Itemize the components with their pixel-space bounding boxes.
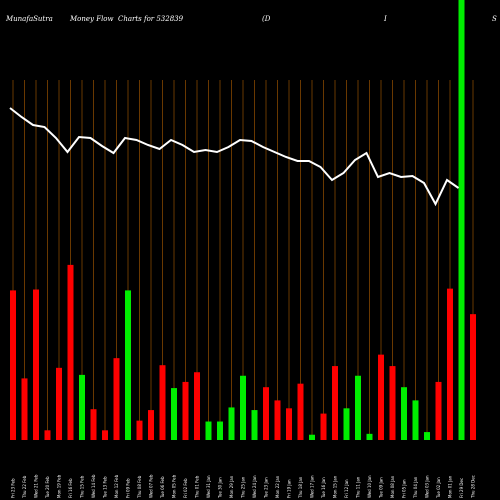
chart-heading: Money Flow Charts for 532839 [70, 15, 184, 23]
x-axis-labels: Fri 23 Feb Thu 22 Feb Wed 21 Feb Tue 20 Feb… [11, 474, 476, 499]
x-tick-label: Thu 08 Feb [137, 475, 142, 499]
price-line-group [9, 107, 460, 207]
price-line [9, 107, 460, 207]
bar [79, 374, 85, 440]
bar [389, 366, 396, 440]
x-tick-label: Fri 19 Jan [287, 479, 292, 498]
x-tick-label: Fri 29 Dec [459, 478, 464, 498]
bar [412, 400, 419, 440]
x-tick-label: Tue 02 Jan [436, 477, 441, 499]
x-tick-label: Tue 09 Jan [379, 477, 384, 499]
x-tick-label: Thu 28 Dec [471, 475, 476, 499]
bar [33, 289, 39, 440]
bar [274, 400, 281, 440]
x-tick-label: Thu 15 Feb [80, 475, 85, 499]
site-name: MunafaSutra [6, 15, 53, 23]
bar [343, 408, 350, 440]
x-tick-label: Mon 05 Feb [172, 474, 177, 498]
bar [263, 387, 269, 440]
bar [136, 420, 143, 440]
x-tick-label: Tue 23 Jan [264, 477, 269, 499]
bar [56, 367, 62, 440]
x-tick-label: Fri 16 Feb [68, 478, 73, 498]
x-tick-label: Wed 03 Jan [425, 475, 430, 498]
bar [205, 421, 212, 440]
x-tick-label: Tue 16 Jan [321, 477, 326, 499]
x-tick-label: Mon 01 Jan [448, 475, 453, 498]
x-tick-label: Tue 06 Feb [160, 476, 165, 499]
x-tick-label: Wed 21 Feb [34, 474, 39, 498]
bar [21, 378, 28, 440]
bar [401, 387, 407, 440]
x-tick-label: Mon 29 Jan [229, 475, 234, 498]
bar [458, 0, 465, 440]
bar [332, 366, 338, 440]
x-tick-label: Mon 08 Jan [390, 475, 395, 498]
bar [355, 375, 361, 440]
bar [125, 290, 131, 440]
x-tick-label: Wed 17 Jan [310, 475, 315, 498]
x-tick-label: Wed 24 Jan [252, 475, 257, 498]
company-name-part2: I [384, 15, 387, 23]
bar [44, 430, 51, 440]
x-tick-label: Wed 14 Feb [91, 474, 96, 498]
bar [159, 365, 166, 440]
x-tick-label: Mon 19 Feb [57, 474, 62, 498]
bar [378, 354, 384, 440]
x-tick-label: Thu 18 Jan [298, 476, 303, 499]
x-tick-label: Mon 15 Jan [333, 475, 338, 498]
bar [10, 290, 16, 440]
x-tick-label: Fri 12 Jan [344, 479, 349, 498]
bar [113, 358, 120, 440]
x-tick-label: Thu 25 Jan [241, 476, 246, 499]
bar [297, 383, 304, 440]
chart-title: MunafaSutra Money Flow Charts for 532839… [0, 0, 500, 40]
x-tick-label: Tue 13 Feb [103, 476, 108, 499]
x-tick-label: Fri 02 Feb [183, 478, 188, 498]
x-tick-label: Mon 12 Feb [114, 474, 119, 498]
x-tick-label: Tue 30 Jan [218, 477, 223, 499]
bar [470, 314, 476, 440]
bar [424, 432, 430, 440]
bar [148, 410, 154, 440]
x-tick-label: Thu 22 Feb [22, 475, 27, 499]
bar [435, 381, 442, 440]
bar [217, 421, 223, 440]
bar [286, 408, 292, 440]
bar [240, 375, 246, 440]
company-name-part1: (D [262, 15, 271, 23]
bar [102, 430, 108, 440]
bar [90, 409, 97, 440]
bar [251, 410, 258, 440]
bar [194, 372, 200, 440]
bar [182, 381, 189, 440]
bar [447, 288, 453, 440]
x-tick-label: Mon 22 Jan [275, 475, 280, 498]
x-tick-label: Thu 01 Feb [195, 475, 200, 499]
x-tick-label: Wed 31 Jan [206, 475, 211, 498]
bar [171, 388, 177, 440]
x-tick-label: Tue 20 Feb [45, 476, 50, 499]
bar [67, 264, 74, 440]
company-name-part3: S [492, 15, 497, 23]
bars [10, 0, 476, 440]
x-tick-label: Fri 05 Jan [402, 479, 407, 498]
x-tick-label: Thu 04 Jan [413, 476, 418, 499]
bar [309, 434, 315, 440]
x-tick-label: Thu 11 Jan [356, 476, 361, 499]
bar [320, 413, 327, 440]
x-tick-label: Wed 07 Feb [149, 474, 154, 498]
x-tick-label: Wed 10 Jan [367, 475, 372, 498]
x-tick-label: Fri 09 Feb [126, 478, 131, 498]
x-tick-label: Fri 23 Feb [11, 478, 16, 498]
bar [366, 433, 373, 440]
bar [228, 407, 235, 440]
